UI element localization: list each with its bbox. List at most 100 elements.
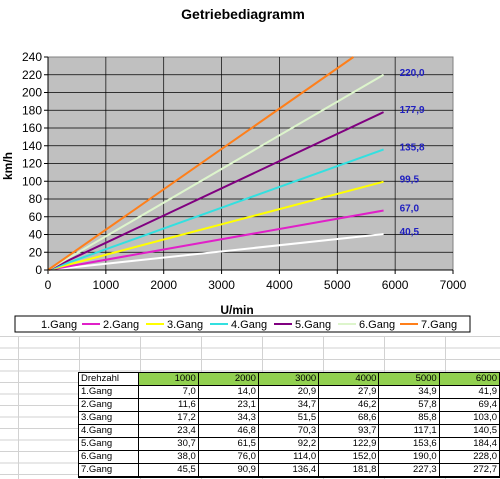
y-tick-label: 80 xyxy=(29,192,43,206)
y-tick-label: 200 xyxy=(22,86,42,100)
table-cell[interactable]: 34,9 xyxy=(378,385,440,399)
table-cell[interactable]: 117,1 xyxy=(378,424,440,438)
table-row-label[interactable]: 2.Gang xyxy=(78,398,139,412)
table-cell[interactable]: 93,7 xyxy=(318,424,380,438)
table-cell[interactable]: 140,5 xyxy=(438,424,500,438)
table-cell[interactable]: 153,6 xyxy=(378,437,440,451)
table-cell[interactable]: 70,3 xyxy=(257,424,320,438)
table-cell[interactable]: 46,8 xyxy=(197,424,259,438)
end-value-label: 177,9 xyxy=(400,105,425,116)
x-tick-label: 0 xyxy=(45,278,52,292)
legend-box xyxy=(14,315,471,333)
x-tick-label: 5000 xyxy=(324,278,351,292)
series-lines xyxy=(47,56,385,271)
y-tick-label: 100 xyxy=(22,174,42,188)
table-cell[interactable]: 68,6 xyxy=(318,411,380,425)
table-row-label[interactable]: 4.Gang xyxy=(78,424,139,438)
x-tick-label: 2000 xyxy=(150,278,177,292)
table-cell[interactable]: 92,2 xyxy=(257,437,320,451)
x-tick-label: 7000 xyxy=(440,278,467,292)
table-row: 3.Gang 17,2 34,3 51,5 68,6 85,8 103,0 xyxy=(78,411,500,425)
table-cell[interactable]: 46,2 xyxy=(318,398,380,412)
table-cell[interactable]: 190,0 xyxy=(378,450,440,464)
table-header-cell[interactable]: 5000 xyxy=(378,372,440,386)
table-cell[interactable]: 122,9 xyxy=(318,437,380,451)
table-cell[interactable]: 90,9 xyxy=(197,463,259,478)
table-row-label[interactable]: 6.Gang xyxy=(78,450,139,464)
table-body: 1.Gang 7,0 14,0 20,9 27,9 34,9 41,9 2.Gang 11,6 2… xyxy=(78,385,500,478)
table-header-cell[interactable]: 6000 xyxy=(438,372,500,386)
table-cell[interactable]: 23,1 xyxy=(197,398,259,412)
table-cell[interactable]: 45,5 xyxy=(137,463,199,478)
table-cell[interactable]: 114,0 xyxy=(257,450,320,464)
table-cell[interactable]: 85,8 xyxy=(378,411,440,425)
y-tick-label: 60 xyxy=(29,210,43,224)
table-cell[interactable]: 76,0 xyxy=(197,450,259,464)
table-cell[interactable]: 41,9 xyxy=(438,385,500,399)
y-tick-label: 140 xyxy=(22,139,42,153)
table-row: 1.Gang 7,0 14,0 20,9 27,9 34,9 41,9 xyxy=(78,385,500,399)
table-cell[interactable]: 184,4 xyxy=(438,437,500,451)
end-value-label: 135,8 xyxy=(400,142,425,153)
table-header-row: Drehzahl 1000 2000 3000 4000 5000 6000 xyxy=(78,372,500,386)
y-tick-label: 40 xyxy=(29,228,43,242)
y-tick-label: 180 xyxy=(22,103,42,117)
end-value-labels: 40,5 67,0 99,5 135,8 177,9 220,0 xyxy=(400,68,425,238)
table-cell[interactable]: 14,0 xyxy=(197,385,259,399)
table-row-label[interactable]: 3.Gang xyxy=(78,411,139,425)
table-cell[interactable]: 34,3 xyxy=(197,411,259,425)
table-cell[interactable]: 27,9 xyxy=(318,385,380,399)
table-cell[interactable]: 181,8 xyxy=(318,463,380,478)
table-cell[interactable]: 61,5 xyxy=(197,437,259,451)
legend-label: 4.Gang xyxy=(231,319,267,331)
legend-label: 2.Gang xyxy=(103,319,139,331)
y-tick-label: 20 xyxy=(29,245,43,259)
table-cell[interactable]: 7,0 xyxy=(137,385,199,399)
table-cell[interactable]: 228,0 xyxy=(438,450,500,464)
table-header-cell[interactable]: 2000 xyxy=(197,372,259,386)
end-value-label: 220,0 xyxy=(400,68,425,79)
table-cell[interactable]: 17,2 xyxy=(137,411,199,425)
series-line-5-gang xyxy=(47,111,384,271)
table-cell[interactable]: 20,9 xyxy=(257,385,320,399)
series-line-2-gang xyxy=(47,209,384,271)
table-cell[interactable]: 136,4 xyxy=(257,463,320,478)
gear-chart: Getriebediagramm 0 20 40 60 80 100 120 140 160 18… xyxy=(1,6,471,333)
series-line-6-gang xyxy=(47,73,385,271)
legend-label: 5.Gang xyxy=(295,319,331,331)
series-line-7-gang xyxy=(47,56,355,271)
table-header-cell[interactable]: 3000 xyxy=(257,372,320,386)
y-tick-label: 240 xyxy=(22,50,42,64)
x-tick-label: 4000 xyxy=(266,278,293,292)
x-tick-label: 1000 xyxy=(93,278,120,292)
table-row: 7.Gang 45,5 90,9 136,4 181,8 227,3 272,7 xyxy=(78,463,500,478)
table-cell[interactable]: 272,7 xyxy=(438,463,500,478)
table-cell[interactable]: 103,0 xyxy=(438,411,500,425)
table-cell[interactable]: 69,4 xyxy=(438,398,500,412)
table-cell[interactable]: 34,7 xyxy=(257,398,320,412)
end-value-label: 99,5 xyxy=(400,175,420,186)
legend-label: 1.Gang xyxy=(41,319,77,331)
table-cell[interactable]: 227,3 xyxy=(378,463,440,478)
table-cell[interactable]: 30,7 xyxy=(137,437,199,451)
y-tick-label: 160 xyxy=(22,121,42,135)
x-axis-ticks: 0 1000 2000 3000 4000 5000 6000 7000 xyxy=(45,270,467,292)
legend-label: 3.Gang xyxy=(167,319,203,331)
table-cell[interactable]: 51,5 xyxy=(257,411,320,425)
end-value-label: 67,0 xyxy=(400,204,420,215)
table-corner-cell[interactable]: Drehzahl xyxy=(78,372,139,386)
table-cell[interactable]: 11,6 xyxy=(137,398,199,412)
table-row: 4.Gang 23,4 46,8 70,3 93,7 117,1 140,5 xyxy=(78,424,500,438)
table-cell[interactable]: 152,0 xyxy=(318,450,380,464)
table-row-label[interactable]: 5.Gang xyxy=(78,437,139,451)
table-cell[interactable]: 38,0 xyxy=(137,450,199,464)
table-row-label[interactable]: 1.Gang xyxy=(78,385,139,399)
table-row-label[interactable]: 7.Gang xyxy=(78,463,139,478)
table-header-cell[interactable]: 1000 xyxy=(137,372,199,386)
table-row: 6.Gang 38,0 76,0 114,0 152,0 190,0 228,0 xyxy=(78,450,500,464)
x-axis-label: U/min xyxy=(220,303,253,317)
table-cell[interactable]: 23,4 xyxy=(137,424,199,438)
table-cell[interactable]: 57,8 xyxy=(378,398,440,412)
y-tick-label: 0 xyxy=(35,263,42,277)
table-header-cell[interactable]: 4000 xyxy=(318,372,380,386)
